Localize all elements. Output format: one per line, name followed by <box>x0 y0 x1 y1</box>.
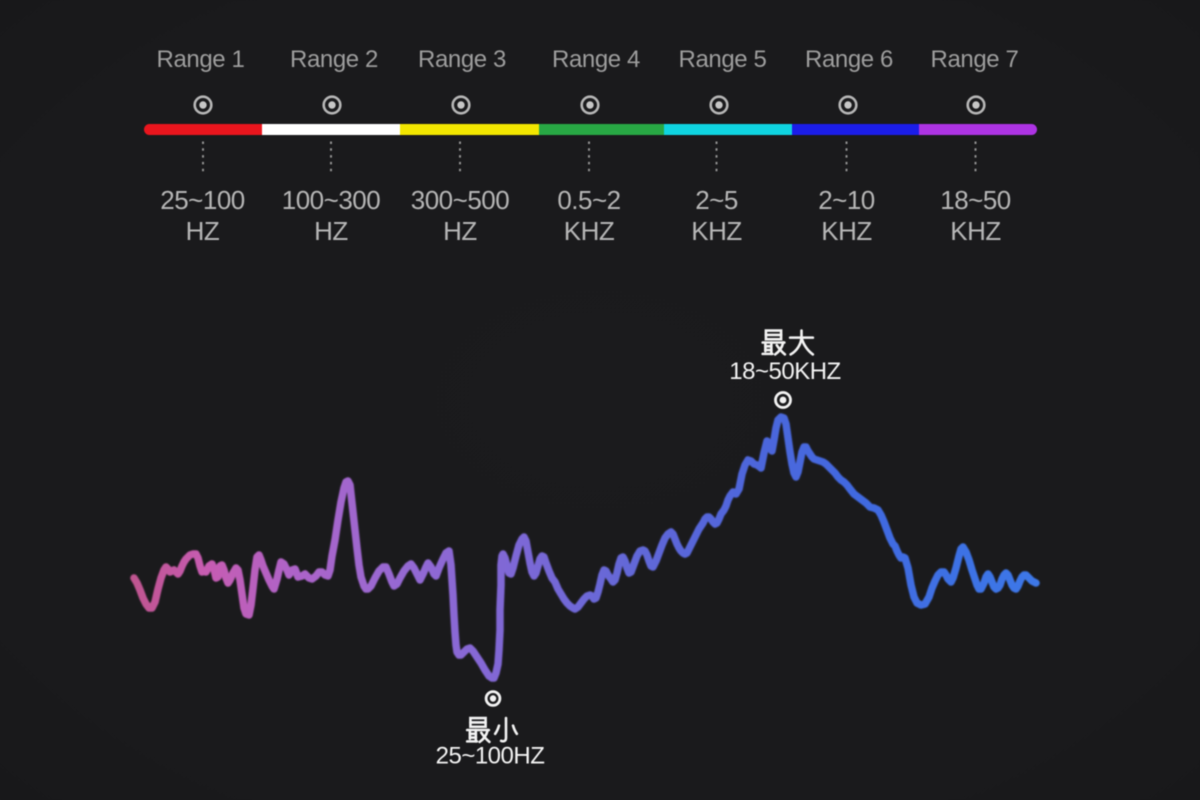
svg-text:300~500: 300~500 <box>411 185 509 215</box>
svg-text:Range 1: Range 1 <box>157 46 245 73</box>
svg-text:2~10: 2~10 <box>818 185 875 215</box>
svg-text:HZ: HZ <box>443 216 477 246</box>
svg-text:Range 4: Range 4 <box>552 46 640 73</box>
svg-text:18~50: 18~50 <box>940 185 1011 215</box>
svg-text:25~100HZ: 25~100HZ <box>436 743 545 770</box>
svg-text:HZ: HZ <box>186 216 220 246</box>
svg-text:2~5: 2~5 <box>695 185 738 215</box>
svg-text:25~100: 25~100 <box>160 185 245 215</box>
svg-text:KHZ: KHZ <box>821 216 872 246</box>
svg-text:Range 3: Range 3 <box>418 46 506 73</box>
svg-text:KHZ: KHZ <box>950 216 1001 246</box>
svg-text:Range 2: Range 2 <box>290 46 378 73</box>
svg-text:Range 5: Range 5 <box>679 46 767 73</box>
svg-text:100~300: 100~300 <box>282 185 380 215</box>
svg-text:18~50KHZ: 18~50KHZ <box>729 358 840 385</box>
svg-text:HZ: HZ <box>314 216 348 246</box>
svg-text:0.5~2: 0.5~2 <box>557 185 620 215</box>
svg-text:KHZ: KHZ <box>691 216 742 246</box>
svg-text:Range 6: Range 6 <box>805 46 893 73</box>
svg-text:Range 7: Range 7 <box>931 46 1019 73</box>
svg-text:KHZ: KHZ <box>564 216 615 246</box>
